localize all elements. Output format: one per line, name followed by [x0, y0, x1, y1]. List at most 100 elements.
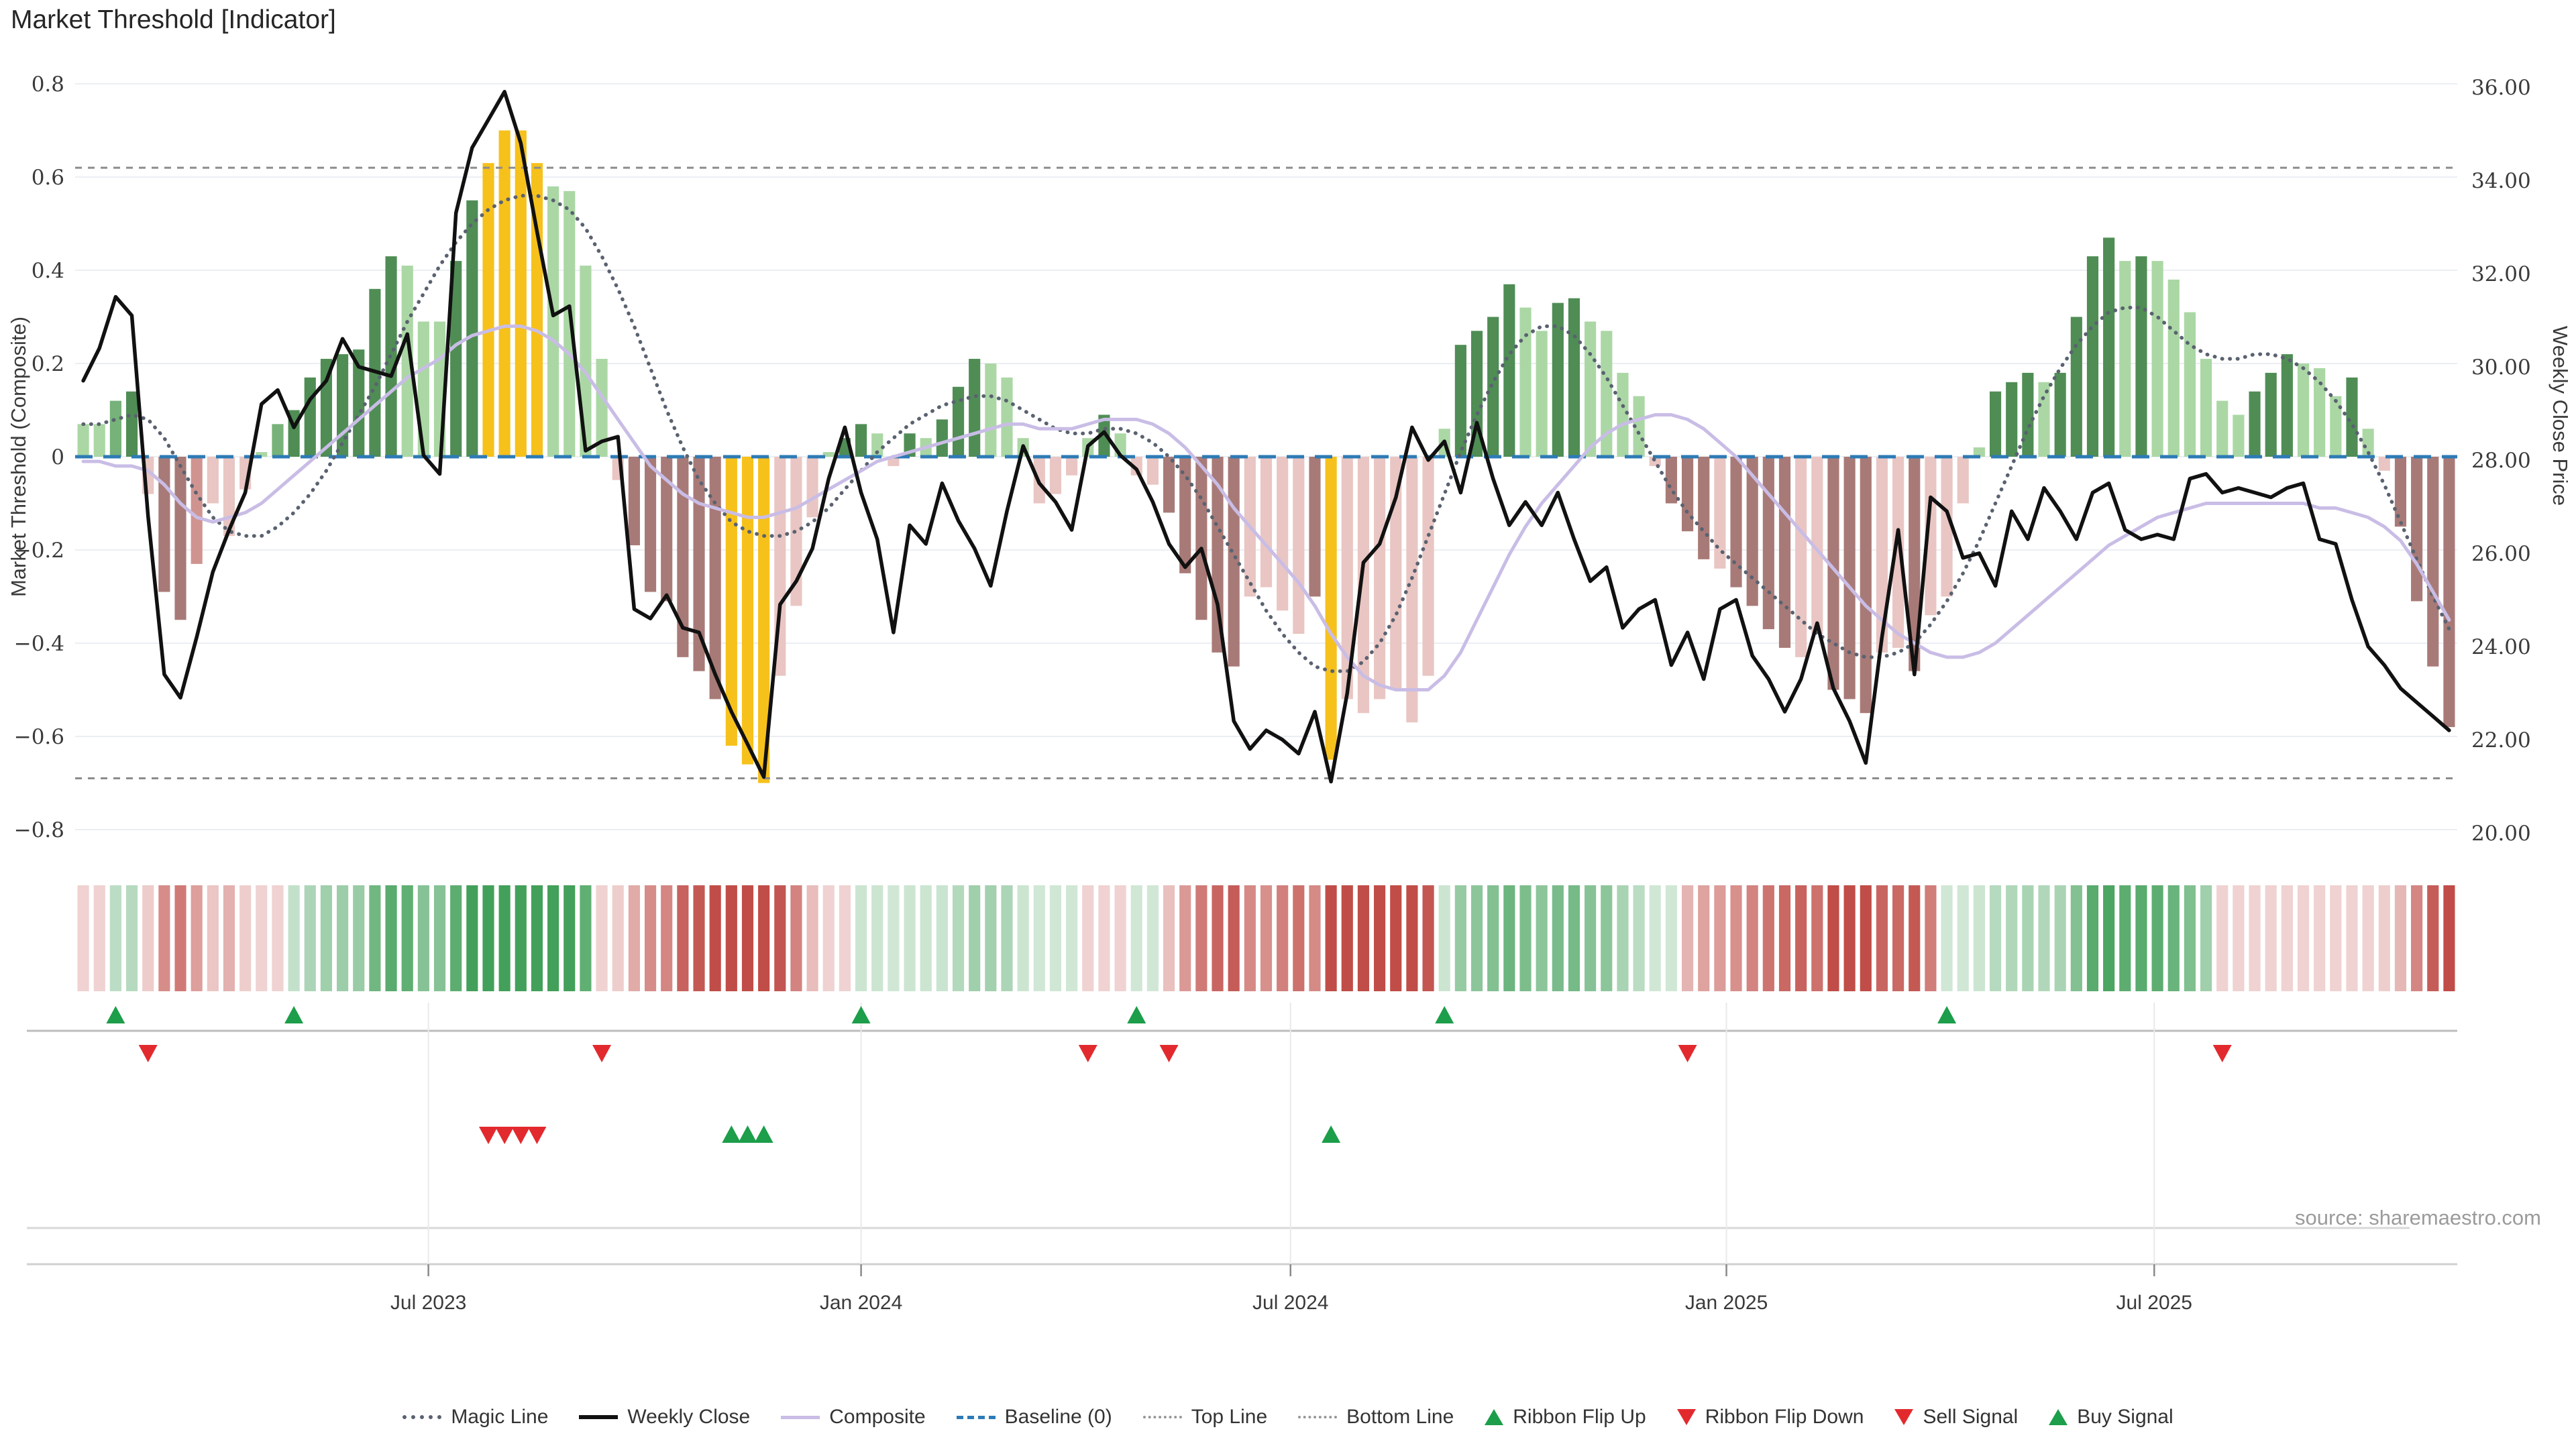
legend-item-label: Sell Signal	[1923, 1406, 2019, 1428]
x-axis-tick-label: Jul 2023	[390, 1292, 466, 1314]
ribbon-cell	[871, 885, 883, 991]
ribbon-cell	[2006, 885, 2018, 991]
composite-bar	[2265, 372, 2277, 457]
ribbon-flip-up-marker	[106, 1006, 125, 1023]
x-axis-tick-label: Jan 2025	[1685, 1292, 1768, 1314]
x-axis-tick-label: Jan 2024	[820, 1292, 902, 1314]
legend-item-weekly-close: Weekly Close	[579, 1406, 750, 1429]
ribbon-cell	[1665, 885, 1677, 991]
composite-bar	[1212, 457, 1224, 653]
composite-bar	[1795, 457, 1807, 657]
ribbon-cell	[1487, 885, 1499, 991]
legend-item-ribbon-flip-down: Ribbon Flip Down	[1676, 1406, 1864, 1429]
x-axis-tick-label: Jul 2025	[2116, 1292, 2192, 1314]
ribbon-cell	[1552, 885, 1564, 991]
ribbon-cell	[2054, 885, 2066, 991]
right-axis-tick-label: 28.00	[2471, 449, 2531, 473]
composite-bar	[1341, 457, 1353, 700]
ribbon-cell	[1357, 885, 1370, 991]
triangle-down-icon	[1894, 1409, 1914, 1425]
composite-bar	[2394, 457, 2407, 527]
ribbon-cell	[1422, 885, 1434, 991]
composite-bar	[1811, 457, 1823, 634]
ribbon-cell	[888, 885, 900, 991]
ribbon-cell	[223, 885, 235, 991]
ribbon-flip-down-marker	[138, 1045, 158, 1062]
axes: Market Threshold (Composite) Weekly Clos…	[7, 72, 2572, 1314]
composite-bar	[1601, 331, 1613, 457]
composite-bar	[1293, 457, 1305, 634]
ribbon-cell	[515, 885, 527, 991]
buy-signal-marker	[1322, 1125, 1341, 1143]
composite-bar	[661, 457, 673, 602]
trend-ribbon	[77, 885, 2455, 991]
ribbon-flip-down-marker	[1159, 1045, 1179, 1062]
ribbon-cell	[1714, 885, 1726, 991]
ribbon-cell	[482, 885, 494, 991]
ribbon-cell	[1957, 885, 1969, 991]
ribbon-cell	[2151, 885, 2163, 991]
legend-item-top-line: Top Line	[1142, 1406, 1267, 1429]
ribbon-flip-up-marker	[851, 1006, 871, 1023]
composite-bar	[2022, 372, 2034, 457]
composite-bar	[547, 186, 559, 457]
composite-bar	[1277, 457, 1289, 611]
ribbon-cell	[1892, 885, 1904, 991]
composite-bar	[936, 419, 948, 457]
legend-item-composite: Composite	[781, 1406, 926, 1429]
ribbon-cell	[1568, 885, 1580, 991]
ribbon-cell	[256, 885, 268, 991]
ribbon-cell	[191, 885, 203, 991]
ribbon-cell	[1827, 885, 1839, 991]
ribbon-cell	[758, 885, 770, 991]
legend-line-swatch	[1298, 1416, 1338, 1418]
composite-bars	[77, 130, 2455, 783]
ribbon-cell	[855, 885, 867, 991]
ribbon-cell	[969, 885, 981, 991]
right-axis-tick-label: 34.00	[2471, 169, 2531, 193]
ribbon-cell	[174, 885, 186, 991]
composite-bar	[77, 424, 89, 457]
composite-bar	[1454, 345, 1466, 457]
ribbon-cell	[2119, 885, 2131, 991]
composite-bar	[1066, 457, 1078, 476]
ribbon-cell	[790, 885, 802, 991]
composite-bar	[1681, 457, 1694, 532]
composite-bar	[2233, 414, 2245, 457]
right-axis-title: Weekly Close Price	[2548, 326, 2572, 506]
ribbon-cell	[2070, 885, 2082, 991]
ribbon-cell	[1146, 885, 1159, 991]
legend-item-label: Composite	[829, 1406, 926, 1428]
x-axis-tick-label: Jul 2024	[1252, 1292, 1328, 1314]
legend-item-label: Magic Line	[451, 1406, 549, 1428]
composite-bar	[158, 457, 170, 592]
left-axis-tick-label: 0.2	[32, 352, 64, 376]
ribbon-cell	[466, 885, 478, 991]
ribbon-cell	[1730, 885, 1742, 991]
ribbon-cell	[2265, 885, 2277, 991]
legend-item-label: Ribbon Flip Up	[1513, 1406, 1646, 1428]
ribbon-cell	[1470, 885, 1483, 991]
composite-bar	[2086, 256, 2099, 457]
magic-line	[81, 194, 2451, 673]
composite-bar	[758, 457, 770, 783]
ribbon-cell	[77, 885, 89, 991]
composite-bar	[2006, 382, 2018, 457]
ribbon-cell	[498, 885, 511, 991]
ribbon-cell	[2314, 885, 2326, 991]
legend-item-label: Buy Signal	[2077, 1406, 2174, 1428]
ribbon-cell	[1260, 885, 1273, 991]
ribbon-cell	[2233, 885, 2245, 991]
ribbon-cell	[320, 885, 333, 991]
ribbon-cell	[564, 885, 576, 991]
composite-bar	[1698, 457, 1710, 559]
triangle-up-icon	[1485, 1409, 1504, 1425]
ribbon-cell	[1941, 885, 1953, 991]
ribbon-cell	[1179, 885, 1191, 991]
ribbon-cell	[369, 885, 381, 991]
left-axis-title: Market Threshold (Composite)	[7, 317, 30, 597]
ribbon-cell	[1925, 885, 1937, 991]
ribbon-cell	[612, 885, 624, 991]
sell-signal-marker	[478, 1127, 498, 1144]
left-axis-tick-label: 0.6	[32, 166, 64, 190]
